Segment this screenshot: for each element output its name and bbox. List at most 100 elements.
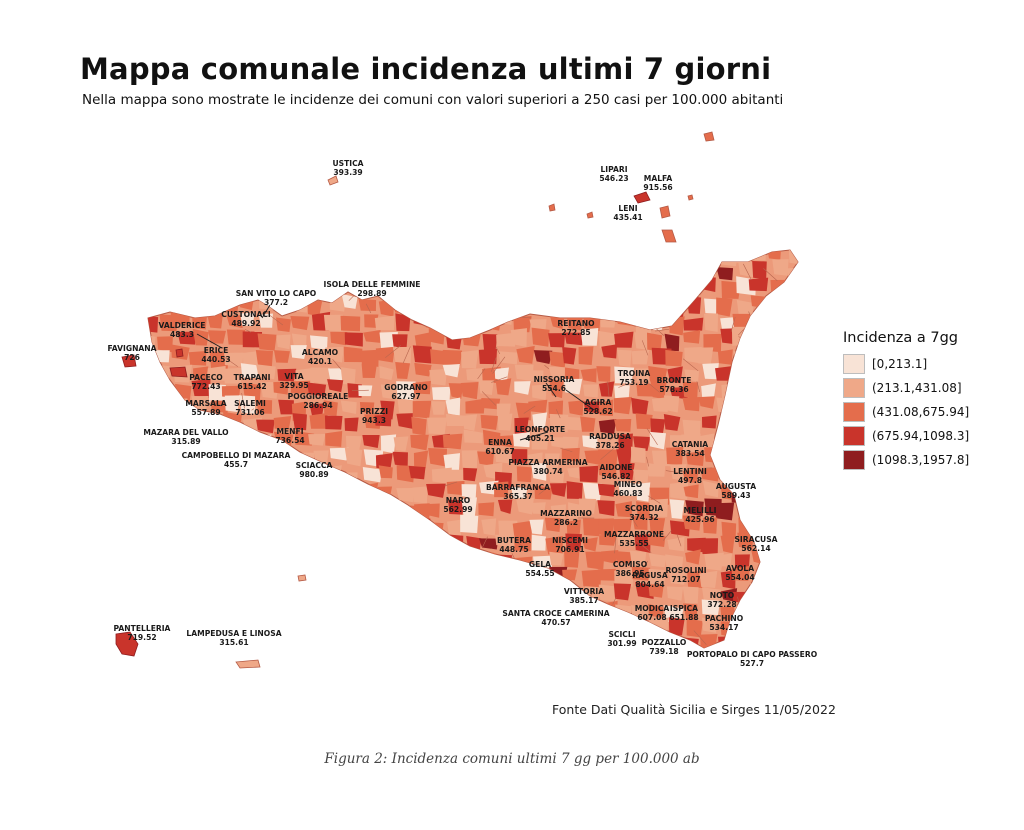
municipality-area (788, 367, 798, 386)
municipality-area (528, 370, 544, 382)
town-incidence: 589.43 (721, 491, 751, 500)
town-name: BRONTE (656, 376, 692, 385)
town-name: USTICA (332, 159, 364, 168)
municipality-area (665, 656, 681, 668)
municipality-area (733, 450, 748, 469)
town-incidence: 554.6 (541, 384, 567, 393)
town-label: RAGUSA 804.64 (632, 571, 667, 589)
municipality-area (226, 315, 243, 329)
municipality-border (481, 391, 497, 406)
municipality-area (148, 399, 158, 413)
municipality-border (226, 543, 234, 551)
municipality-border (404, 574, 421, 581)
town-name: ENNA (488, 438, 512, 447)
municipality-area (550, 437, 566, 449)
municipality-area (342, 553, 357, 571)
town-label: SCIACCA 980.89 (296, 461, 333, 479)
municipality-area (578, 498, 597, 514)
municipality-area (684, 250, 702, 261)
municipality-area (259, 259, 276, 277)
municipality-area (191, 396, 209, 410)
municipality-area (701, 587, 722, 603)
municipality-area (375, 537, 392, 555)
municipality-border (646, 428, 658, 446)
municipality-area (533, 350, 553, 365)
town-name: ROSOLINI (665, 566, 707, 575)
municipality-border (629, 513, 638, 527)
municipality-area (702, 480, 719, 498)
municipality-border (672, 251, 677, 258)
municipality-area (408, 622, 429, 642)
municipality-area (273, 381, 289, 395)
municipality-area (599, 331, 618, 349)
town-name: MELILLI (683, 506, 717, 515)
town-incidence: 420.1 (307, 357, 333, 366)
municipality-area (414, 362, 432, 377)
municipality-area (748, 277, 769, 292)
municipality-border (647, 495, 661, 504)
municipality-area (802, 635, 821, 649)
municipality-area (378, 465, 393, 479)
municipality-area (380, 618, 399, 636)
municipality-area (482, 429, 501, 446)
town-label: SANTA CROCE CAMERINA 470.57 (502, 609, 609, 627)
municipality-area (227, 571, 246, 589)
municipality-area (460, 514, 479, 534)
municipality-area (494, 367, 510, 382)
municipality-area (447, 572, 464, 585)
municipality-area (682, 586, 699, 604)
municipality-area (701, 415, 717, 429)
municipality-area (410, 434, 429, 451)
municipality-area (666, 586, 684, 601)
municipality-area (702, 363, 719, 380)
legend-title: Incidenza a 7gg (843, 330, 959, 346)
town-incidence: 726 (124, 353, 140, 362)
municipality-area (276, 533, 297, 551)
municipality-area (598, 449, 618, 466)
town-incidence: 651.88 (669, 613, 699, 622)
municipality-area (565, 533, 582, 552)
municipality-area (731, 433, 752, 449)
municipality-area (210, 400, 230, 414)
municipality-border (655, 328, 670, 332)
town-incidence: 719.52 (127, 633, 157, 642)
municipality-area (307, 250, 327, 263)
municipality-area (516, 466, 533, 483)
town-name: POGGIOREALE (287, 392, 349, 401)
municipality-area (188, 571, 204, 588)
municipality-area (428, 639, 444, 648)
municipality-area (307, 568, 327, 587)
municipality-border (482, 536, 488, 548)
municipality-area (462, 332, 482, 347)
municipality-area (568, 400, 584, 416)
municipality-area (398, 638, 416, 648)
municipality-area (685, 549, 701, 565)
municipality-area (306, 516, 324, 535)
municipality-area (647, 332, 663, 352)
municipality-area (699, 570, 718, 588)
town-label: CAMPOBELLO DI MAZARA 455.7 (182, 451, 291, 469)
municipality-area (565, 658, 584, 674)
municipality-area (242, 331, 263, 348)
municipality-area (804, 585, 823, 601)
municipality-area (805, 571, 819, 585)
municipality-area (463, 311, 480, 330)
municipality-area (496, 403, 511, 418)
town-name: CUSTONACI (221, 310, 271, 319)
municipality-area (667, 567, 687, 585)
municipality-area (497, 499, 513, 514)
municipality-border (444, 481, 458, 487)
town-name: NOTO (709, 591, 735, 600)
town-name: MARSALA (185, 399, 227, 408)
municipality-area (754, 571, 775, 583)
municipality-border (487, 250, 494, 261)
municipality-area (580, 368, 597, 383)
municipality-area (444, 653, 462, 666)
municipality-area (548, 378, 564, 399)
municipality-area (324, 415, 343, 430)
municipality-area (177, 331, 197, 345)
municipality-area (530, 502, 546, 515)
town-label: ALCAMO 420.1 (302, 348, 338, 366)
municipality-area (430, 349, 446, 365)
municipality-border (150, 541, 157, 547)
